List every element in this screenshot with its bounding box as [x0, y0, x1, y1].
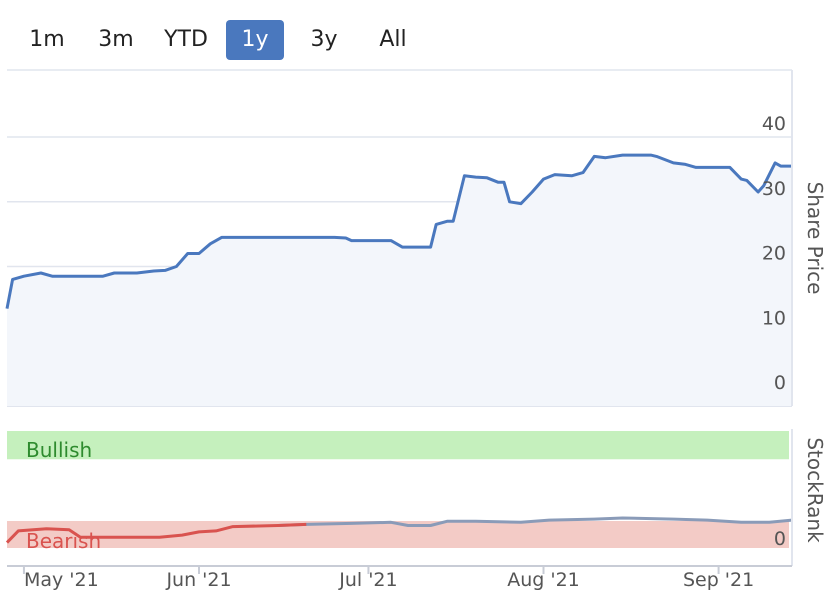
stockrank-tick-label: 0 — [774, 528, 786, 550]
range-all-button[interactable]: All — [379, 27, 407, 52]
x-axis-ticks: May '21 Jun '21 Jul '21 Aug '21 Sep '21 — [22, 566, 754, 591]
price-axis-title: Share Price — [803, 182, 827, 295]
stockrank-series-line — [5, 516, 793, 544]
stockrank-line-bearish — [5, 522, 307, 544]
price-area-fill — [7, 155, 792, 406]
price-tick-label: 10 — [762, 307, 786, 329]
price-tick-labels: 0 10 20 30 40 — [762, 113, 786, 394]
x-axis-tick-label: May '21 — [24, 569, 99, 591]
x-axis-tick-label: Jul '21 — [338, 569, 397, 591]
x-axis-tick-label: Jun '21 — [165, 569, 231, 591]
price-series-line — [5, 153, 792, 309]
bullish-band-label: Bullish — [26, 438, 92, 462]
price-tick-label: 20 — [762, 243, 786, 265]
stockrank-axis-title: StockRank — [803, 437, 827, 543]
price-tick-label: 40 — [762, 113, 786, 135]
x-axis-tick-label: Sep '21 — [683, 569, 754, 591]
stockrank-tick-labels: 0 — [774, 528, 786, 550]
range-3y-button[interactable]: 3y — [310, 27, 338, 52]
bearish-band-label: Bearish — [26, 529, 101, 553]
range-selector: 1m 3m YTD 1y 3y All — [0, 18, 440, 62]
range-1m-button[interactable]: 1m — [29, 27, 65, 52]
range-ytd-button[interactable]: YTD — [164, 27, 208, 52]
x-axis-tick-label: Aug '21 — [507, 569, 580, 591]
stockrank-line-neutral — [278, 516, 793, 527]
bearish-band — [7, 521, 789, 548]
range-1y-button[interactable]: 1y — [226, 20, 284, 60]
price-tick-label: 0 — [774, 372, 786, 394]
bullish-band — [7, 431, 789, 460]
range-3m-button[interactable]: 3m — [98, 27, 134, 52]
price-tick-label: 30 — [762, 178, 786, 200]
